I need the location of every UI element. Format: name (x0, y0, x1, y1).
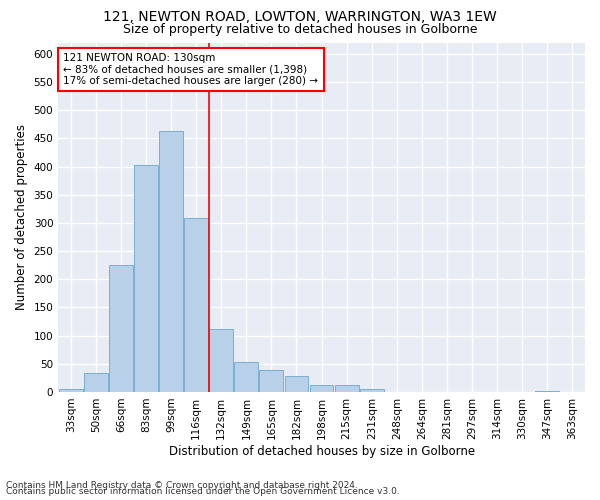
Bar (310, 384, 334, 392)
Y-axis label: Number of detached properties: Number of detached properties (15, 124, 28, 310)
Text: Contains HM Land Registry data © Crown copyright and database right 2024.: Contains HM Land Registry data © Crown c… (6, 481, 358, 490)
Bar (335, 385, 359, 392)
Bar (84, 374, 108, 392)
Text: Contains public sector information licensed under the Open Government Licence v3: Contains public sector information licen… (6, 487, 400, 496)
Bar (259, 370, 283, 392)
Text: Size of property relative to detached houses in Golborne: Size of property relative to detached ho… (123, 22, 477, 36)
Bar (109, 264, 133, 392)
Text: 121, NEWTON ROAD, LOWTON, WARRINGTON, WA3 1EW: 121, NEWTON ROAD, LOWTON, WARRINGTON, WA… (103, 10, 497, 24)
Bar (159, 131, 183, 392)
Bar (284, 376, 308, 392)
Bar (360, 389, 383, 392)
Bar (59, 389, 83, 392)
X-axis label: Distribution of detached houses by size in Golborne: Distribution of detached houses by size … (169, 444, 475, 458)
Text: 121 NEWTON ROAD: 130sqm
← 83% of detached houses are smaller (1,398)
17% of semi: 121 NEWTON ROAD: 130sqm ← 83% of detache… (64, 53, 319, 86)
Bar (184, 218, 208, 392)
Bar (134, 166, 158, 392)
Bar (235, 362, 258, 392)
Bar (535, 391, 559, 392)
Bar (209, 330, 233, 392)
